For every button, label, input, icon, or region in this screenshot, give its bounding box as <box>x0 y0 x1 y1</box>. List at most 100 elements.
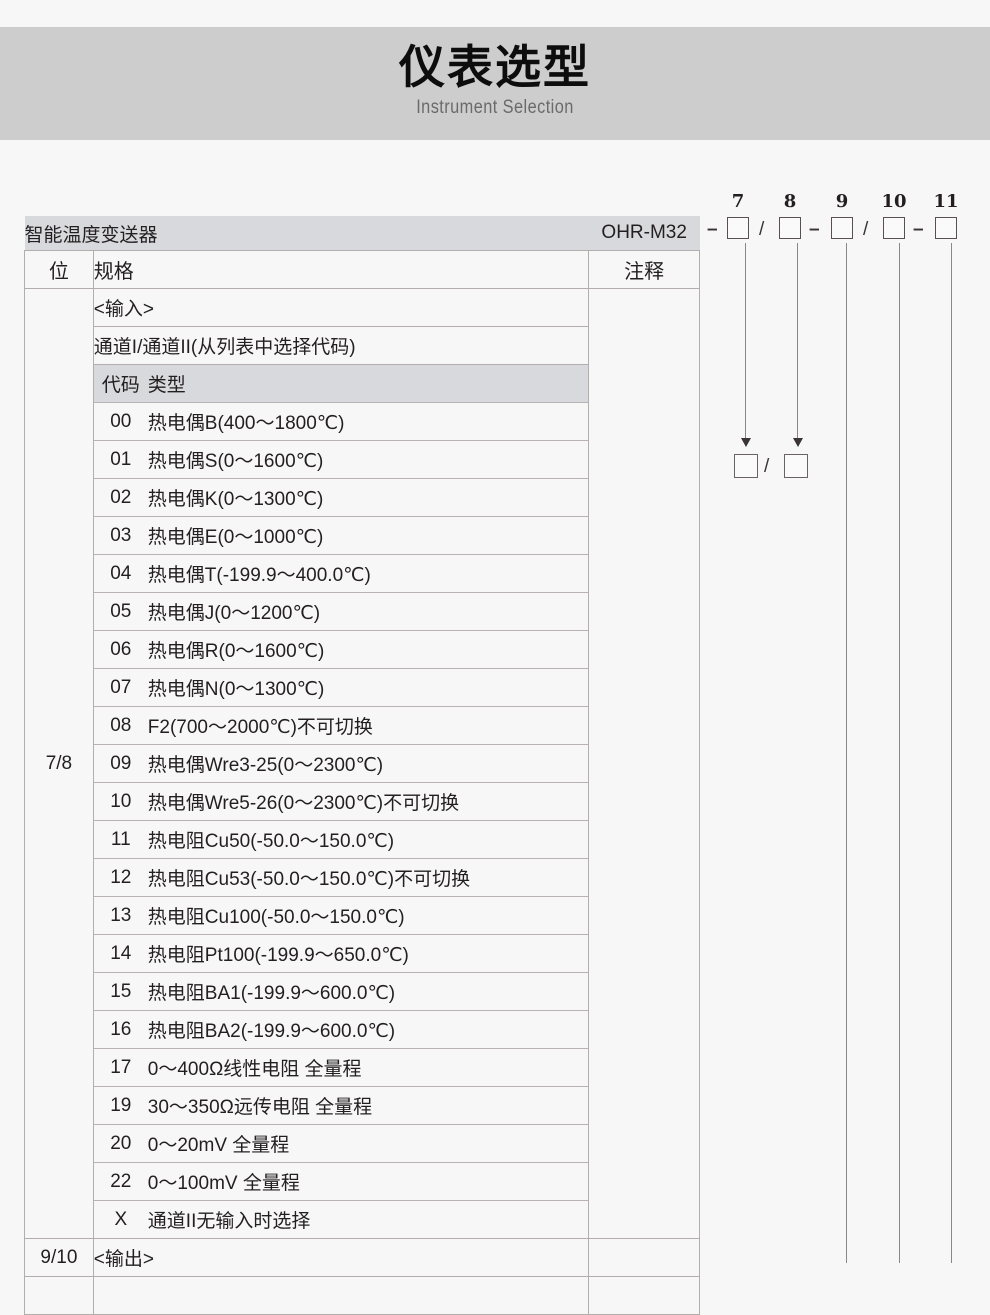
code-position-8[interactable]: 8 <box>779 191 801 239</box>
header-note: 注释 <box>588 250 700 289</box>
section-spec-910-cont <box>92 1276 590 1315</box>
table-row: 通道I/通道II(从列表中选择代码) <box>25 326 700 365</box>
code-list-item-type: 热电偶R(0～1600℃) <box>147 630 589 669</box>
table-row: 9/10 <输出> <box>24 1238 700 1277</box>
code-position-9[interactable]: 9 <box>831 191 853 239</box>
code-box-9[interactable] <box>831 217 853 239</box>
code-list-item-code: 07 <box>93 668 148 707</box>
model-code-selector: – 7 / 8 – 9 / 10 – 11 <box>707 191 990 255</box>
code-list-item-code: 06 <box>93 630 148 669</box>
code-list-item-code: 00 <box>93 402 148 441</box>
code-list-item-type: 0～100mV 全量程 <box>147 1162 589 1201</box>
code-list-item[interactable]: 04 热电偶T(-199.9～400.0℃) <box>93 554 589 593</box>
code-list-item-type: 热电阻Cu100(-50.0～150.0℃) <box>147 896 589 935</box>
code-list-item[interactable]: 02 热电偶K(0～1300℃) <box>93 478 589 517</box>
code-list-item-code: 20 <box>93 1124 148 1163</box>
code-box-7[interactable] <box>727 217 749 239</box>
code-list-item[interactable]: 00 热电偶B(400～1800℃) <box>93 402 589 441</box>
code-list-item[interactable]: 17 0～400Ω线性电阻 全量程 <box>93 1048 589 1087</box>
code-list-item-type: 热电偶E(0～1000℃) <box>147 516 589 555</box>
code-list-item[interactable]: 16 热电阻BA2(-199.9～600.0℃) <box>93 1010 589 1049</box>
guide-line-7 <box>745 243 747 443</box>
code-list-item[interactable]: X 通道II无输入时选择 <box>94 1201 589 1239</box>
code-list-item-type: 热电偶N(0～1300℃) <box>147 668 589 707</box>
code-list-item-code: 01 <box>93 440 148 479</box>
code-list-item[interactable]: 19 30～350Ω远传电阻 全量程 <box>93 1086 589 1125</box>
section-position-910-cont <box>24 1276 94 1315</box>
code-list-item-type: 热电偶Wre3-25(0～2300℃) <box>147 744 589 783</box>
code-list-item[interactable]: 08 F2(700～2000℃)不可切换 <box>93 706 589 745</box>
code-list-item[interactable]: 13 热电阻Cu100(-50.0～150.0℃) <box>93 896 589 935</box>
table-row <box>24 1276 700 1315</box>
code-separator-2: / <box>759 219 765 240</box>
expanded-code-separator: / <box>764 456 770 477</box>
code-list-item[interactable]: 01 热电偶S(0～1600℃) <box>93 440 589 479</box>
code-list-item-type: F2(700～2000℃)不可切换 <box>147 706 589 745</box>
code-box-10[interactable] <box>883 217 905 239</box>
section-heading-input: <输入> <box>92 288 590 327</box>
code-list-item-type: 热电偶J(0～1200℃) <box>147 592 589 631</box>
code-list-item-code: 13 <box>93 896 148 935</box>
code-list-item-type: 热电偶Wre5-26(0～2300℃)不可切换 <box>147 782 589 821</box>
model-code-label: OHR-M32 <box>588 216 700 251</box>
code-list-item-code: 22 <box>93 1162 148 1201</box>
code-list-header-type: 类型 <box>147 365 589 403</box>
code-position-number-11: 11 <box>933 191 959 212</box>
code-list-item[interactable]: 22 0～100mV 全量程 <box>93 1162 589 1201</box>
expanded-code-box-channel-2[interactable] <box>784 454 808 478</box>
code-position-11[interactable]: 11 <box>933 191 959 239</box>
code-separator-5: – <box>913 219 924 240</box>
code-list-item-code: 19 <box>93 1086 148 1125</box>
code-list-item-type: 热电阻Pt100(-199.9～650.0℃) <box>147 934 589 973</box>
code-list-item-code: 12 <box>93 858 148 897</box>
code-list-item[interactable]: 09 热电偶Wre3-25(0～2300℃) <box>93 744 589 783</box>
code-list-item-type: 30～350Ω远传电阻 全量程 <box>147 1086 589 1125</box>
guide-arrow-7 <box>741 438 751 447</box>
code-list-item[interactable]: 07 热电偶N(0～1300℃) <box>93 668 589 707</box>
code-list-item[interactable]: 11 热电阻Cu50(-50.0～150.0℃) <box>93 820 589 859</box>
code-list-item-type: 热电偶K(0～1300℃) <box>147 478 589 517</box>
code-separator-4: / <box>863 219 869 240</box>
page-subtitle: Instrument Selection <box>416 97 574 118</box>
section-note-910-cont <box>588 1276 700 1315</box>
code-list-item[interactable]: 15 热电阻BA1(-199.9～600.0℃) <box>93 972 589 1011</box>
table-row: 代码 类型 00 热电偶B(400～1800℃) 01 热电偶S(0～1600℃) 02 热电… <box>25 364 700 1239</box>
code-position-number-8: 8 <box>783 191 797 212</box>
code-list-header-code: 代码 <box>93 365 148 403</box>
section-description-input: 通道I/通道II(从列表中选择代码) <box>92 326 590 365</box>
code-list-item-type: 热电偶B(400～1800℃) <box>147 402 589 441</box>
code-list-item-type: 热电阻BA2(-199.9～600.0℃) <box>147 1010 589 1049</box>
code-list-item-code: 10 <box>93 782 148 821</box>
code-list-item[interactable]: 05 热电偶J(0～1200℃) <box>93 592 589 631</box>
code-box-11[interactable] <box>935 217 957 239</box>
code-list-item[interactable]: 10 热电偶Wre5-26(0～2300℃)不可切换 <box>93 782 589 821</box>
table-header-row: 位 规格 注释 <box>24 250 700 289</box>
code-list-item-code: 02 <box>93 478 148 517</box>
code-list-item-code: X <box>114 1208 128 1230</box>
code-list-item[interactable]: 20 0～20mV 全量程 <box>93 1124 589 1163</box>
code-list-item[interactable]: 03 热电偶E(0～1000℃) <box>93 516 589 555</box>
table-product-title-row: 智能温度变送器 OHR-M32 <box>24 216 700 251</box>
code-box-8[interactable] <box>779 217 801 239</box>
code-list-item-code: 14 <box>93 934 148 973</box>
code-list-item-code: 11 <box>93 820 148 859</box>
code-list-item-type: 0～20mV 全量程 <box>147 1124 589 1163</box>
selection-table: 智能温度变送器 OHR-M32 位 规格 注释 7/8 <输入> 通道I/通道I… <box>24 216 700 1315</box>
code-position-10[interactable]: 10 <box>881 191 907 239</box>
code-list-item[interactable]: 06 热电偶R(0～1600℃) <box>93 630 589 669</box>
code-list-item[interactable]: 14 热电阻Pt100(-199.9～650.0℃) <box>93 934 589 973</box>
guide-line-10 <box>899 243 901 1263</box>
code-position-7[interactable]: 7 <box>727 191 749 239</box>
code-list-item-type: 热电阻Cu50(-50.0～150.0℃) <box>147 820 589 859</box>
code-list-item[interactable]: 12 热电阻Cu53(-50.0～150.0℃)不可切换 <box>93 858 589 897</box>
code-position-number-10: 10 <box>881 191 907 212</box>
code-list-item-type: 通道II无输入时选择 <box>147 1211 311 1232</box>
expanded-code-box-channel-1[interactable] <box>734 454 758 478</box>
code-position-number-9: 9 <box>835 191 849 212</box>
code-list-item-code: 04 <box>93 554 148 593</box>
code-separator-1: – <box>707 219 718 240</box>
code-list-item-code: 17 <box>93 1048 148 1087</box>
guide-line-9 <box>846 243 848 1263</box>
guide-line-8 <box>797 243 799 443</box>
product-title: 智能温度变送器 <box>24 216 589 251</box>
